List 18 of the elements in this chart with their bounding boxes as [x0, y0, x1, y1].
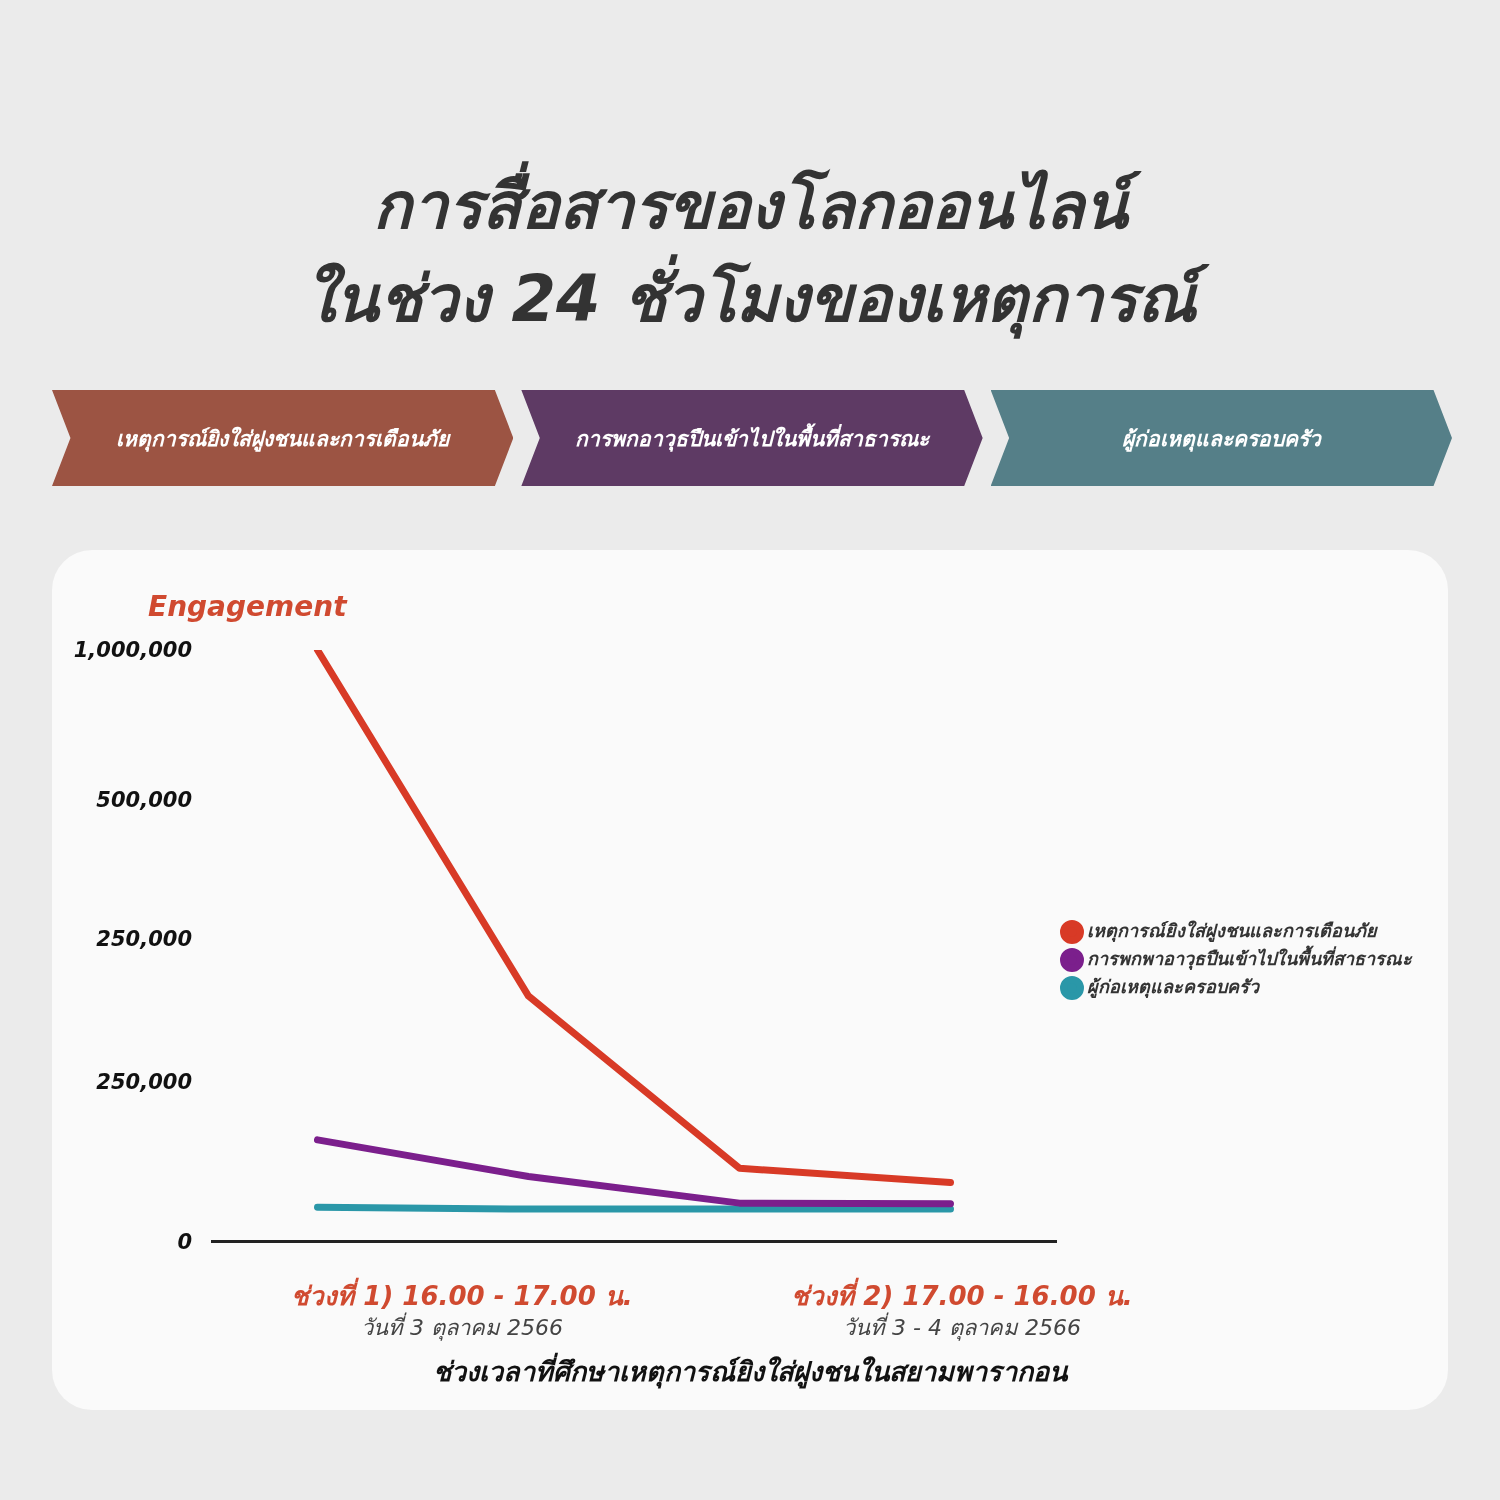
y-axis-title: Engagement — [148, 590, 347, 623]
text: ผู้ก่อเหตุและครอบครัว — [990, 390, 1452, 486]
text: 250,000 — [96, 926, 192, 951]
text: เหตุการณ์ยิงใส่ฝูงชนและการเตือนภัย — [52, 390, 514, 486]
text: 250,000 — [96, 1069, 192, 1094]
text: 0 — [177, 1229, 192, 1254]
chart-title: การสื่อสารของโลกออนไลน์ ในช่วง 24 ชั่วโมงของเหตุการณ์ — [303, 160, 1211, 341]
legend-label: เหตุการณ์ยิงใส่ฝูงชนและการเตือนภัย — [1087, 919, 1378, 943]
x-axis-title: ช่วงเวลาที่ศึกษาเหตุการณ์ยิงใส่ฝูงชนในสยามพารากอน — [432, 1351, 1070, 1391]
text: 500,000 — [96, 787, 192, 812]
text: ช่วงที่ 1) 16.00 - 17.00 น. — [290, 1276, 634, 1312]
text: วันที่ 3 - 4 ตุลาคม 2566 — [842, 1311, 1082, 1343]
text: ช่วงที่ 2) 17.00 - 16.00 น. — [790, 1276, 1134, 1312]
text: วันที่ 3 ตุลาคม 2566 — [360, 1311, 564, 1343]
legend-label: การพกพาอาวุธปืนเข้าไปในพื้นที่สาธารณะ — [1087, 944, 1413, 971]
text: การพกอาวุธปืนเข้าไปในพื้นที่สาธารณะ — [521, 390, 983, 486]
text: 1,000,000 — [73, 638, 192, 662]
legend-label: ผู้ก่อเหตุและครอบครัว — [1087, 975, 1261, 999]
